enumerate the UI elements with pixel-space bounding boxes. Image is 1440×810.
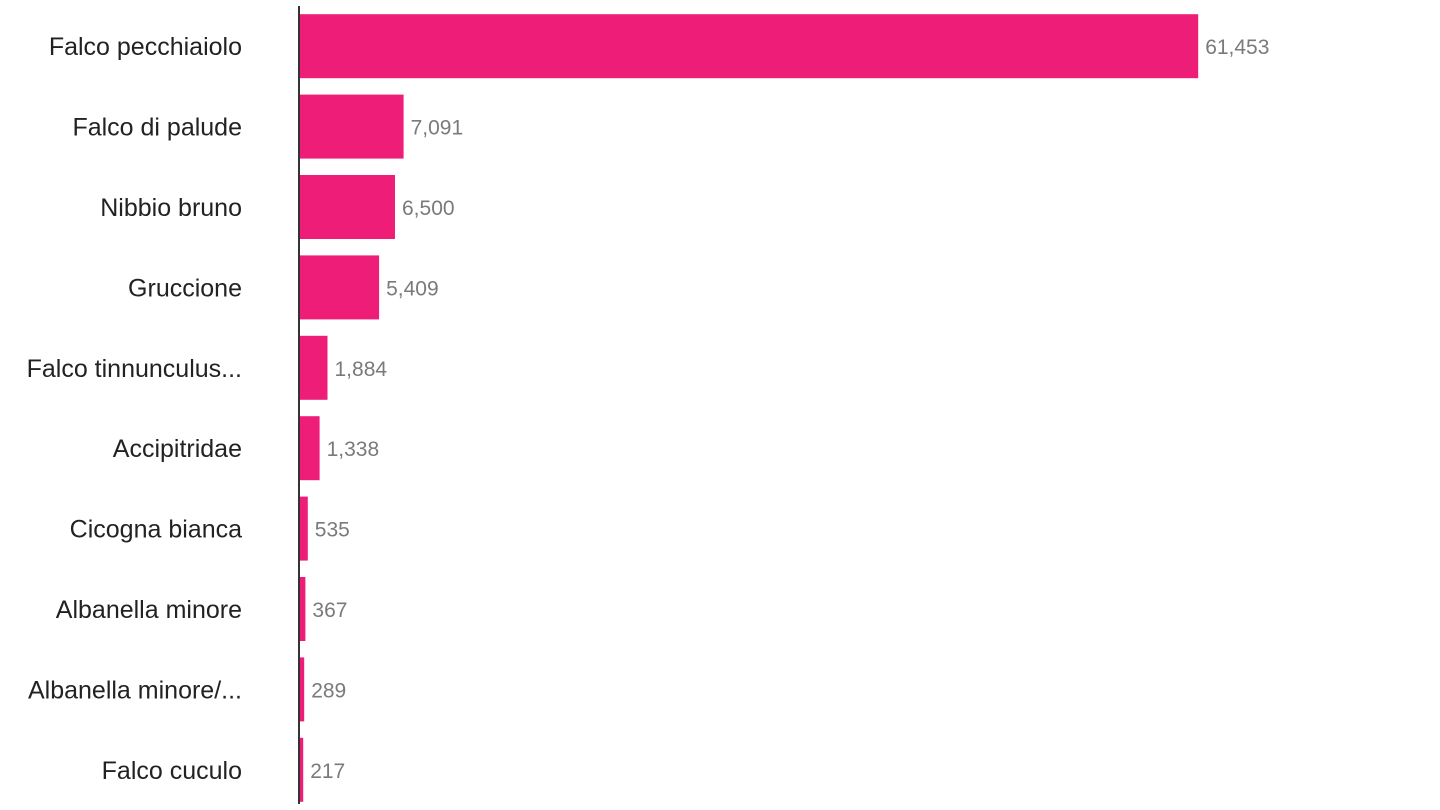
- bar: [300, 577, 306, 641]
- category-label: Falco di palude: [72, 114, 242, 142]
- category-labels-group: Falco pecchiaiolo Falco di palude Nibbio b…: [27, 33, 242, 785]
- bar: [300, 94, 404, 159]
- bar: [300, 255, 380, 320]
- bar: [300, 657, 305, 722]
- category-label: Albanella minore/...: [28, 676, 242, 704]
- category-label: Nibbio bruno: [100, 194, 242, 222]
- value-label: 5,409: [386, 277, 439, 300]
- value-label: 7,091: [411, 117, 464, 140]
- bar: [300, 335, 328, 400]
- category-label: Cicogna bianca: [70, 516, 242, 544]
- value-label: 61,453: [1205, 36, 1269, 59]
- value-label: 367: [312, 599, 347, 622]
- value-label: 535: [315, 519, 350, 542]
- bar: [300, 416, 320, 481]
- value-label: 1,338: [327, 438, 380, 461]
- value-labels-group: 61,453 7,091 6,500 5,409 1,884 1,338 535 367 289…: [310, 36, 1269, 783]
- bar: [300, 14, 1199, 79]
- bar: [300, 496, 308, 561]
- category-label: Falco pecchiaiolo: [49, 33, 242, 61]
- category-label: Falco cuculo: [102, 757, 242, 785]
- category-label: Accipitridae: [113, 435, 242, 463]
- bars-group: [300, 14, 1199, 802]
- value-label: 217: [310, 760, 345, 783]
- value-label: 1,884: [335, 358, 388, 381]
- bar: [300, 737, 304, 802]
- bar: [300, 175, 395, 239]
- value-label: 289: [311, 679, 346, 702]
- category-label: Gruccione: [128, 274, 242, 302]
- category-label: Albanella minore: [56, 596, 242, 624]
- value-label: 6,500: [402, 197, 455, 220]
- category-label: Falco tinnunculus...: [27, 355, 242, 383]
